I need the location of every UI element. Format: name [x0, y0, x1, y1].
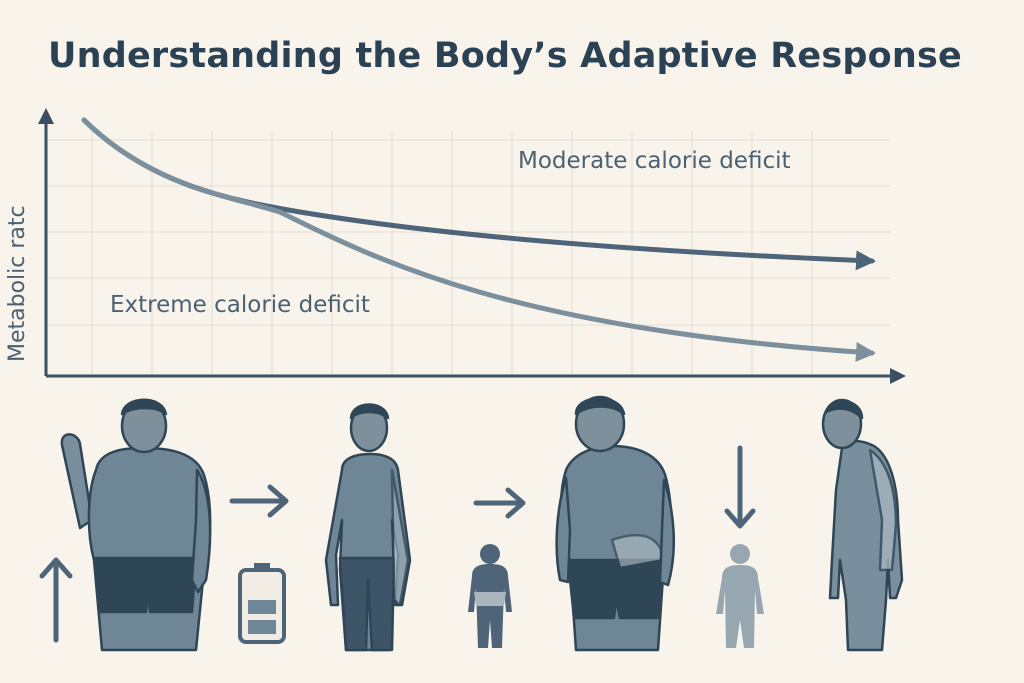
thin-person-icon — [324, 403, 412, 652]
y-axis-label: Metabolic ratc — [5, 205, 30, 362]
battery-low-icon — [238, 563, 286, 644]
arrow-right-icon — [229, 484, 289, 518]
arrow-up-icon — [39, 557, 73, 643]
hunched-person-icon — [821, 398, 904, 652]
faded-small-person-icon — [716, 544, 764, 648]
moderate-deficit-label: Moderate calorie deficit — [518, 148, 791, 174]
extreme-deficit-curve — [81, 117, 876, 362]
arrow-down-icon — [724, 445, 756, 529]
tired-heavy-person-icon — [555, 395, 675, 652]
page-title: Understanding the Body’s Adaptive Respon… — [48, 36, 962, 76]
chart-axes — [38, 108, 906, 384]
arrow-right-icon — [473, 487, 526, 519]
extreme-deficit-label: Extreme calorie deficit — [110, 292, 370, 318]
raised-hand-person-icon — [60, 398, 212, 652]
small-person-icon — [468, 544, 512, 648]
